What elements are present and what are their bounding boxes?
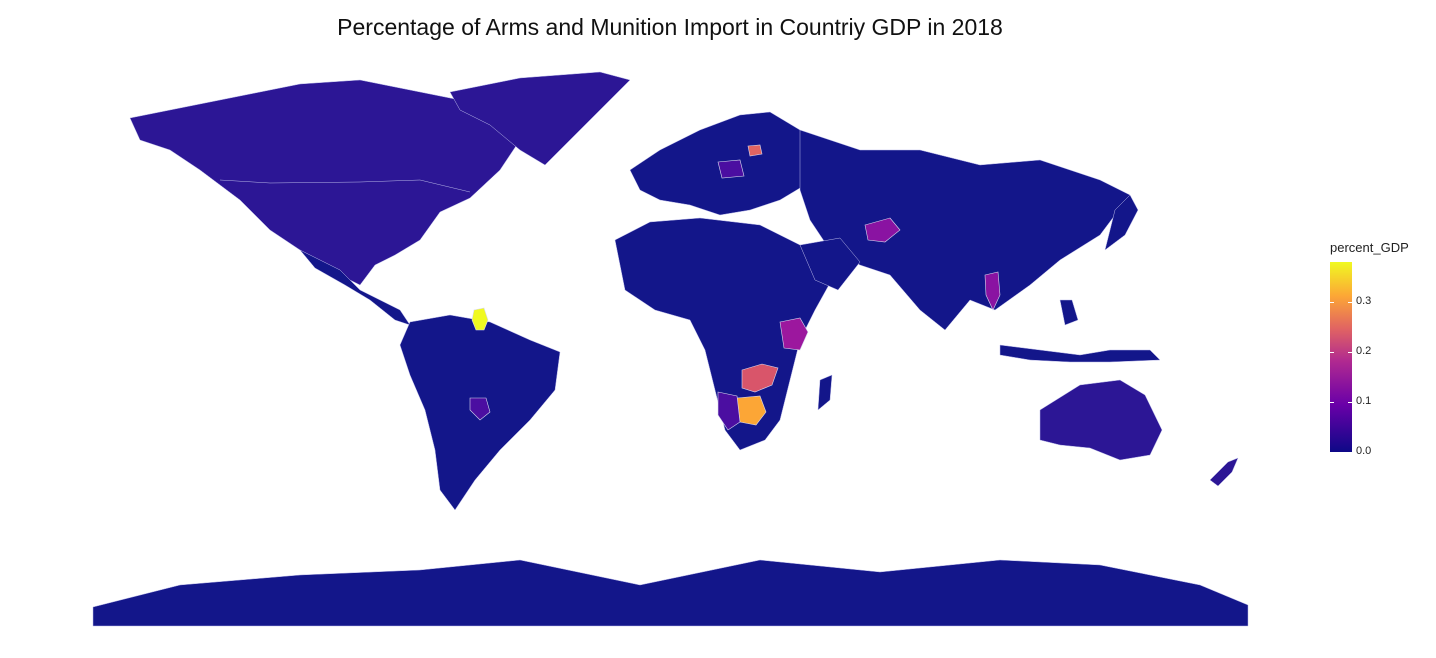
africa — [614, 217, 841, 451]
japan — [1104, 194, 1139, 251]
legend-tick-mark — [1330, 302, 1334, 303]
legend-tick-mark — [1348, 302, 1352, 303]
antarctica — [92, 559, 1249, 627]
legend-title: percent_GDP — [1330, 240, 1409, 255]
legend-tick-mark — [1330, 352, 1334, 353]
poland — [717, 159, 745, 179]
legend-tick-mark — [1330, 452, 1334, 453]
map-title: Percentage of Arms and Munition Import i… — [337, 14, 1003, 40]
thailand — [984, 271, 1001, 311]
canada-split — [219, 179, 471, 193]
indonesia — [999, 344, 1161, 363]
greenland — [449, 71, 631, 166]
legend-tick-label: 0.0 — [1356, 445, 1372, 457]
kenya — [779, 317, 809, 351]
legend-tick-mark — [1348, 402, 1352, 403]
madagascar — [817, 374, 833, 411]
legend-colorbar — [1330, 262, 1352, 452]
legend-tick-mark — [1348, 352, 1352, 353]
zambia — [741, 363, 779, 393]
legend-tick-mark — [1348, 452, 1352, 453]
philippines — [1059, 299, 1079, 326]
legend-tick-label: 0.1 — [1356, 395, 1372, 407]
namibia — [717, 391, 741, 431]
legend-tick-label: 0.2 — [1356, 345, 1372, 357]
legend-tick-label: 0.3 — [1356, 295, 1372, 307]
legend-tick-mark — [1330, 402, 1334, 403]
australia — [1039, 379, 1163, 461]
land-base — [92, 71, 1249, 627]
afghanistan — [864, 217, 901, 243]
paraguay — [469, 397, 491, 421]
guyana — [471, 307, 489, 331]
lithuania — [747, 144, 763, 157]
arabia — [799, 237, 861, 291]
highlighted-countries — [469, 144, 1001, 431]
new-zealand — [1209, 457, 1239, 487]
asia — [799, 129, 1131, 331]
